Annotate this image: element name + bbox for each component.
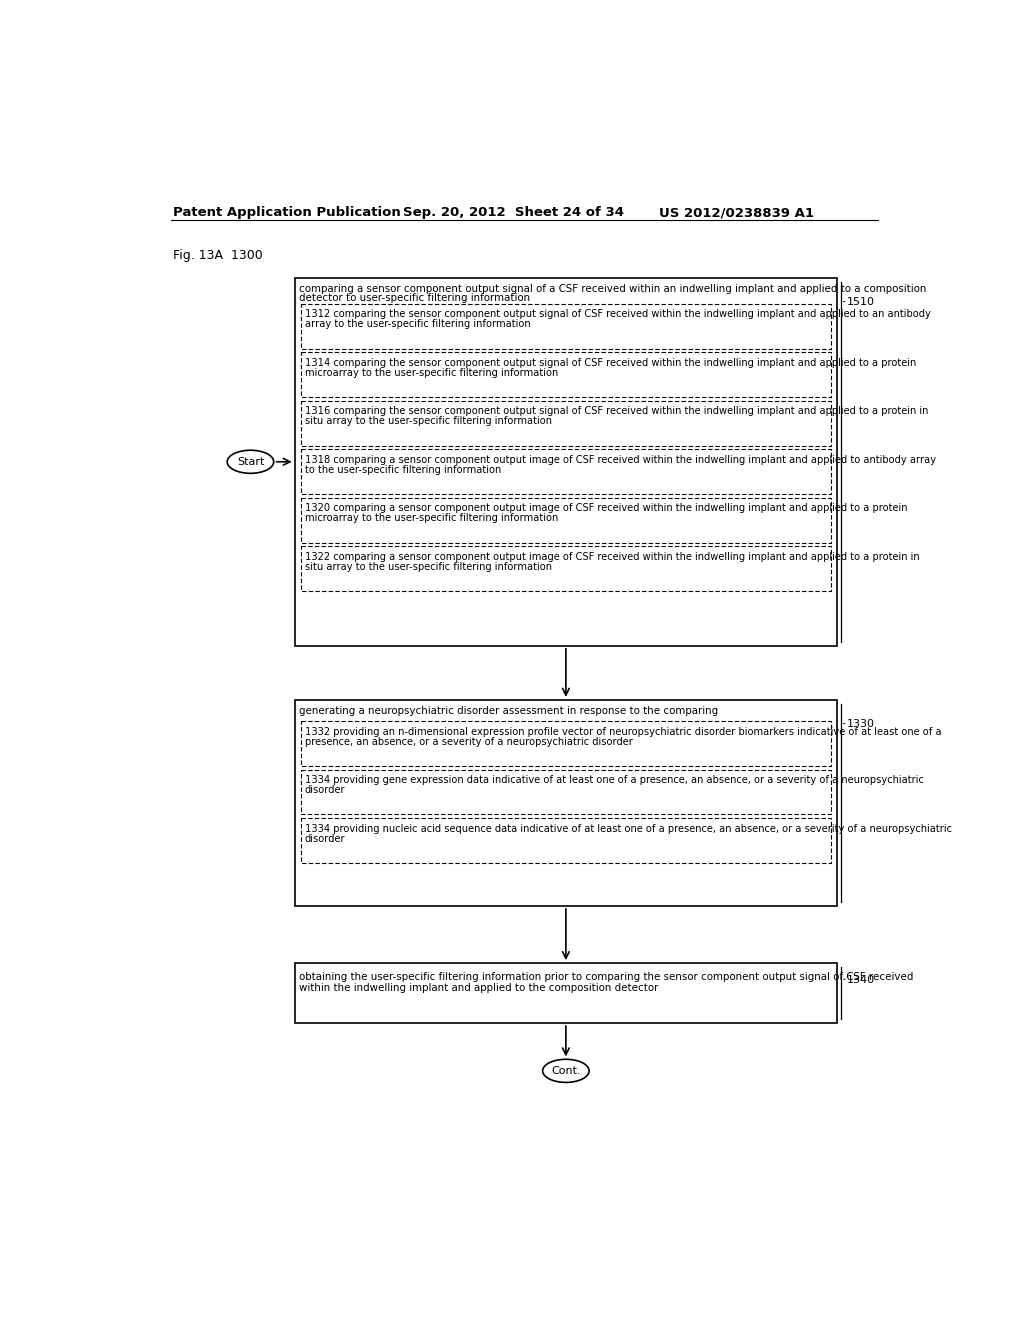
Text: microarray to the user-specific filtering information: microarray to the user-specific filterin… (305, 368, 558, 378)
Bar (301, 721, 830, 766)
Text: 1316 comparing the sensor component output signal of CSF received within the ind: 1316 comparing the sensor component outp… (305, 407, 928, 416)
Text: US 2012/0238839 A1: US 2012/0238839 A1 (658, 206, 814, 219)
Text: 1322 comparing a sensor component output image of CSF received within the indwel: 1322 comparing a sensor component output… (305, 552, 920, 562)
Ellipse shape (227, 450, 273, 474)
Bar (301, 546, 830, 591)
Bar (295, 700, 838, 906)
Text: Start: Start (237, 457, 264, 467)
Text: 1330: 1330 (847, 719, 874, 729)
Text: 1312 comparing the sensor component output signal of CSF received within the ind: 1312 comparing the sensor component outp… (305, 309, 931, 319)
Bar (301, 498, 830, 543)
Text: 1510: 1510 (847, 297, 874, 308)
Bar (301, 401, 830, 446)
Text: array to the user-specific filtering information: array to the user-specific filtering inf… (305, 319, 530, 329)
Ellipse shape (543, 1059, 589, 1082)
Bar (301, 770, 830, 814)
Bar (295, 964, 838, 1023)
Text: to the user-specific filtering information: to the user-specific filtering informati… (305, 465, 501, 475)
Text: microarray to the user-specific filtering information: microarray to the user-specific filterin… (305, 513, 558, 523)
Text: disorder: disorder (305, 785, 345, 795)
Text: Cont.: Cont. (551, 1065, 581, 1076)
Text: detector to user-specific filtering information: detector to user-specific filtering info… (299, 293, 530, 304)
Text: within the indwelling implant and applied to the composition detector: within the indwelling implant and applie… (299, 983, 658, 993)
Text: presence, an absence, or a severity of a neuropsychiatric disorder: presence, an absence, or a severity of a… (305, 737, 633, 747)
Text: generating a neuropsychiatric disorder assessment in response to the comparing: generating a neuropsychiatric disorder a… (299, 706, 719, 715)
Text: 1340: 1340 (847, 974, 874, 985)
Text: 1334 providing gene expression data indicative of at least one of a presence, an: 1334 providing gene expression data indi… (305, 775, 924, 785)
Text: disorder: disorder (305, 834, 345, 843)
Bar (301, 449, 830, 494)
Text: Patent Application Publication: Patent Application Publication (173, 206, 400, 219)
Text: comparing a sensor component output signal of a CSF received within an indwellin: comparing a sensor component output sign… (299, 284, 927, 294)
Text: 1318 comparing a sensor component output image of CSF received within the indwel: 1318 comparing a sensor component output… (305, 455, 936, 465)
Bar (301, 304, 830, 348)
Text: 1314 comparing the sensor component output signal of CSF received within the ind: 1314 comparing the sensor component outp… (305, 358, 915, 368)
Text: obtaining the user-specific filtering information prior to comparing the sensor : obtaining the user-specific filtering in… (299, 973, 913, 982)
Bar (301, 818, 830, 863)
Text: situ array to the user-specific filtering information: situ array to the user-specific filterin… (305, 562, 552, 572)
Text: Sep. 20, 2012  Sheet 24 of 34: Sep. 20, 2012 Sheet 24 of 34 (403, 206, 624, 219)
Text: 1320 comparing a sensor component output image of CSF received within the indwel: 1320 comparing a sensor component output… (305, 503, 907, 513)
Text: 1334 providing nucleic acid sequence data indicative of at least one of a presen: 1334 providing nucleic acid sequence dat… (305, 824, 951, 834)
Text: 1332 providing an n-dimensional expression profile vector of neuropsychiatric di: 1332 providing an n-dimensional expressi… (305, 726, 941, 737)
Bar (295, 277, 838, 645)
Text: Fig. 13A  1300: Fig. 13A 1300 (173, 249, 263, 263)
Bar (301, 352, 830, 397)
Text: situ array to the user-specific filtering information: situ array to the user-specific filterin… (305, 416, 552, 426)
